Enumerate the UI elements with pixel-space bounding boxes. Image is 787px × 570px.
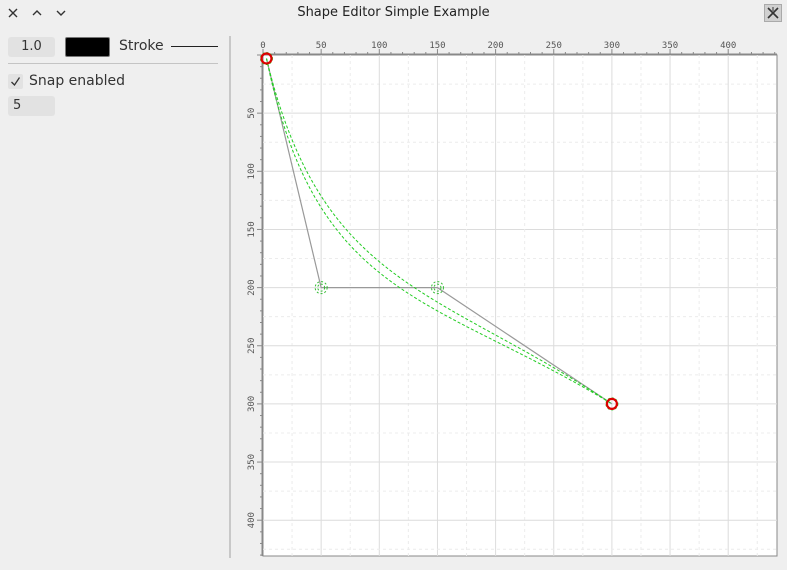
x-tick-label: 50 — [316, 41, 327, 51]
y-tick-label: 50 — [247, 108, 257, 119]
snap-checkbox-label[interactable]: Snap enabled — [29, 73, 126, 89]
stroke-color-button[interactable] — [65, 37, 110, 57]
control-point-inner — [433, 283, 442, 292]
window-title: Shape Editor Simple Example — [297, 5, 490, 20]
x-tick-label: 200 — [487, 41, 503, 51]
control-point-handle[interactable] — [430, 281, 444, 295]
stroke-style-preview[interactable] — [171, 46, 218, 47]
maximize-icon[interactable] — [28, 4, 46, 22]
y-tick-label: 100 — [247, 163, 257, 179]
y-tick-label: 150 — [247, 221, 257, 237]
app-icon[interactable] — [764, 4, 782, 22]
x-tick-label: 400 — [720, 41, 736, 51]
endpoint-handle[interactable] — [260, 52, 273, 65]
endpoint-handle[interactable] — [605, 397, 618, 410]
splitter-handle[interactable] — [229, 36, 231, 558]
check-icon — [11, 77, 21, 87]
x-tick-label: 250 — [546, 41, 562, 51]
minimize-icon[interactable] — [52, 4, 70, 22]
properties-panel: 1.0 Stroke Snap enabled 5 — [0, 27, 229, 566]
control-polygon — [265, 58, 613, 405]
y-tick-label: 350 — [247, 454, 257, 470]
stroke-style-label[interactable]: Stroke — [119, 38, 164, 54]
title-bar: Shape Editor Simple Example — [0, 0, 787, 27]
stroke-width-input[interactable]: 1.0 — [8, 37, 55, 57]
y-tick-label: 200 — [247, 279, 257, 295]
y-tick-label: 250 — [247, 338, 257, 354]
control-point-inner — [317, 283, 326, 292]
x-tick-label: 300 — [604, 41, 620, 51]
shape-editor-canvas[interactable]: 0 50 100 150 200 250 300 350 400 50 100 150 200 250 30… — [231, 27, 787, 566]
y-tick-label: 400 — [247, 512, 257, 528]
plot-area[interactable] — [262, 54, 778, 557]
bezier-curve-outline — [265, 58, 613, 405]
y-tick-label: 300 — [247, 396, 257, 412]
x-tick-label: 0 — [260, 41, 265, 51]
x-tick-label: 350 — [662, 41, 678, 51]
close-icon[interactable] — [4, 4, 22, 22]
control-point-handle[interactable] — [314, 281, 328, 295]
x-tick-label: 150 — [429, 41, 445, 51]
editor-svg[interactable]: 0 50 100 150 200 250 300 350 400 50 100 150 200 250 30… — [231, 27, 787, 566]
snap-checkbox[interactable] — [8, 74, 23, 89]
bezier-curve[interactable] — [266, 58, 613, 405]
x-tick-label: 100 — [371, 41, 387, 51]
divider — [8, 63, 218, 64]
snap-distance-input[interactable]: 5 — [8, 96, 55, 116]
